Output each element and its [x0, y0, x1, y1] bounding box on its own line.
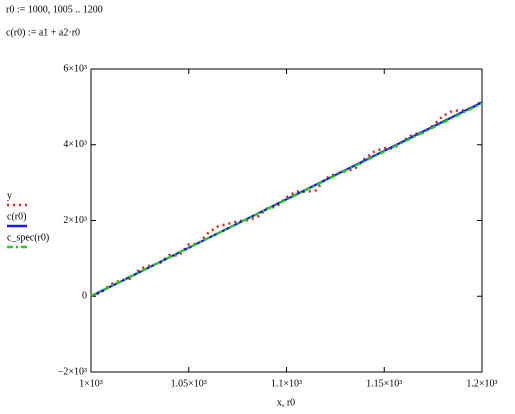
- y-tick-label: 2×10³: [63, 215, 87, 226]
- y-tick-label: 0: [82, 291, 87, 302]
- y-tick-label: 6×10³: [63, 63, 87, 74]
- y-tick-label: 4×10³: [63, 139, 87, 150]
- y-tick-label: −2×10³: [58, 366, 87, 377]
- plot-frame: [90, 68, 483, 373]
- legend-label: c_spec(r0): [7, 232, 49, 243]
- formula-definition: c(r0) := a1 + a2·r0: [6, 27, 80, 38]
- x-tick-label: 1.1×10³: [271, 378, 302, 389]
- formula-range: r0 := 1000, 1005 .. 1200: [6, 4, 103, 15]
- x-tick-label: 1×10³: [79, 378, 103, 389]
- legend-label: c(r0): [7, 211, 26, 222]
- series-line: [90, 102, 483, 297]
- x-tick-label: 1.05×10³: [171, 378, 207, 389]
- x-tick-label: 1.2×10³: [466, 378, 497, 389]
- x-tick-label: 1.15×10³: [366, 378, 402, 389]
- x-axis-label: x, r0: [277, 397, 295, 408]
- legend-label: y: [7, 190, 12, 201]
